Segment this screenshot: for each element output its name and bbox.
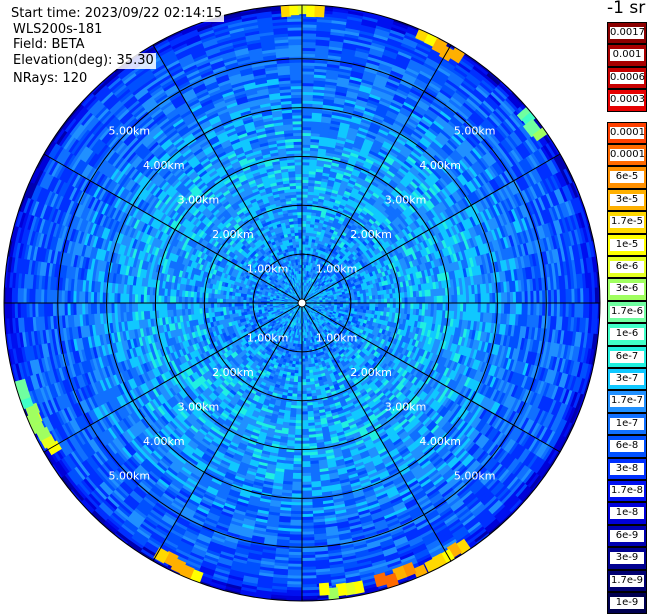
ppi-cell [393,298,396,303]
ppi-cell [302,209,307,212]
ppi-cell [375,303,378,307]
ppi-cell [378,303,381,307]
ppi-cell [402,298,405,304]
ppi-cell [302,191,308,194]
ppi-cell [404,297,407,303]
ppi-cell [302,226,306,229]
ppi-cell [422,297,426,304]
ppi-cell [390,298,393,303]
ppi-cell [302,215,307,218]
ppi-cell [410,303,413,309]
ppi-cell [302,194,308,197]
ppi-cell [302,197,308,200]
ppi-cell [302,206,307,209]
ppi-cell [390,303,393,308]
ppi-cell [302,238,306,241]
ppi-cell [302,232,306,235]
ppi-cell [302,212,307,215]
ppi-cell [302,200,308,203]
ppi-cell [396,303,399,308]
ppi-cell [410,297,413,303]
ppi-cell [407,297,410,303]
ppi-cell [425,296,429,303]
ppi-cell [413,297,416,303]
ppi-cell [372,303,375,307]
ppi-cell [302,229,306,232]
ppi-cell [416,297,419,303]
ppi-cell [407,303,410,309]
ppi-cell [302,221,307,224]
ppi-cell [381,303,384,308]
ppi-cell [366,303,369,307]
ppi-cell [384,303,387,308]
ppi-cell [413,303,416,309]
ppi-cell [302,218,307,221]
ppi-cell [302,188,308,191]
ppi-cell [404,303,407,309]
ppi-cell [402,303,405,309]
ppi-cell [302,223,306,226]
ppi-cell [396,298,399,303]
ppi-cell [369,303,372,307]
ppi-cell [419,297,422,304]
ppi-cell [363,303,366,307]
ppi-cell [393,303,396,308]
ppi-cell [302,241,305,244]
ppi-cell [302,235,306,238]
ppi-cell [387,303,390,308]
ppi-cell [361,303,364,306]
